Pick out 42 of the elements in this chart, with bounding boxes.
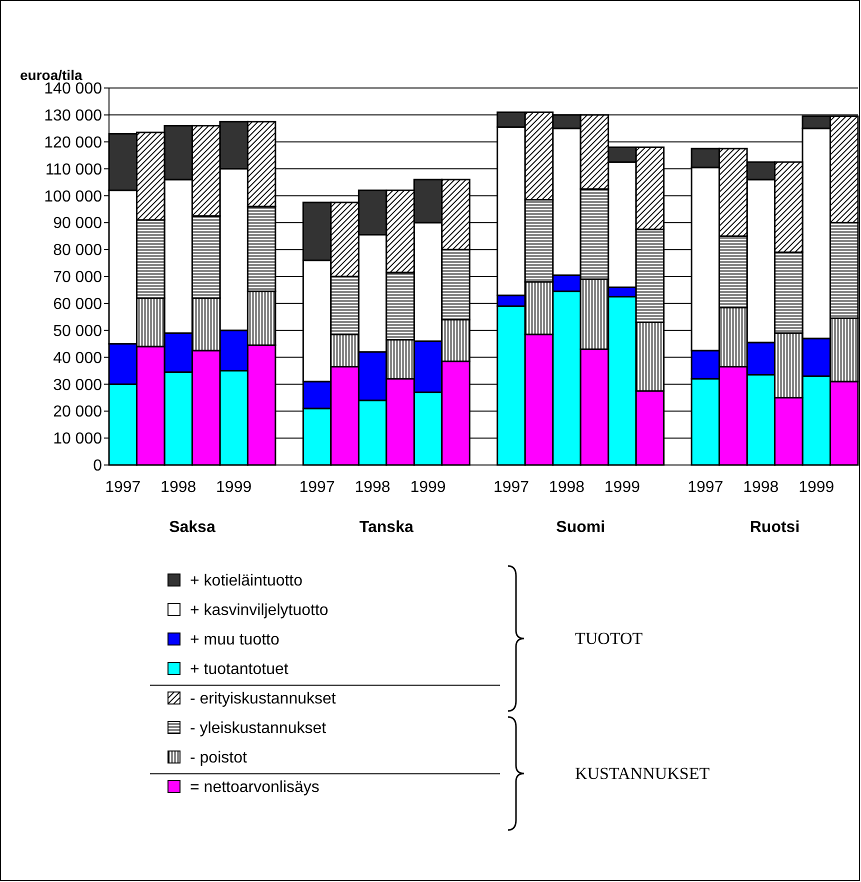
x-tick-label: 1997 [493,479,530,496]
y-axis-title: euroa/tila [20,67,82,83]
text: Tanska [359,519,414,536]
legend-label: + tuotantotuet [190,661,289,678]
y-tick-label: 60 000 [53,296,102,314]
y-tick-label: 100 000 [44,188,102,206]
y-tick-label: 10 000 [53,430,102,448]
text: TUOTOT [575,628,644,648]
text: KUSTANNUKSET [575,764,710,783]
y-tick-label: 130 000 [44,108,102,125]
legend-label: - yleiskustannukset [190,720,327,738]
legend-label: = nettoarvonlisäys [190,779,320,796]
x-tick-label: 1999 [216,479,252,496]
y-tick-label: 80 000 [53,242,102,260]
legend-label: - poistot [190,750,248,767]
x-tick-label: 1998 [743,479,779,496]
y-tick-label: 40 000 [53,350,102,367]
y-tick-label: 90 000 [53,215,102,232]
x-tick-label: 1999 [410,479,446,496]
x-tick-label: 1999 [604,479,640,496]
text: Ruotsi [750,519,800,536]
y-tick-label: 0 [93,458,102,475]
y-tick-label: 30 000 [53,376,102,394]
x-tick-label: 1999 [798,479,834,496]
x-tick-label: 1998 [354,479,390,496]
legend-label: + kasvinviljelytuotto [190,602,328,620]
text: Saksa [169,519,216,536]
y-tick-label: 70 000 [53,269,102,286]
x-tick-label: 1997 [299,479,335,496]
y-tick-label: 50 000 [53,322,102,340]
legend-label: - erityiskustannukset [190,690,336,708]
x-tick-label: 1997 [688,479,724,496]
x-tick-label: 1997 [105,479,141,496]
legend-label: + muu tuotto [190,632,280,649]
x-tick-label: 1998 [548,479,585,496]
y-tick-label: 120 000 [44,134,102,152]
text: Suomi [556,519,606,536]
y-tick-label: 110 000 [45,161,102,178]
x-tick-label: 1998 [160,479,196,496]
y-tick-label: 20 000 [53,404,102,421]
legend-label: + kotieläintuotto [190,572,303,590]
y-tick-label: 140 000 [44,80,102,98]
